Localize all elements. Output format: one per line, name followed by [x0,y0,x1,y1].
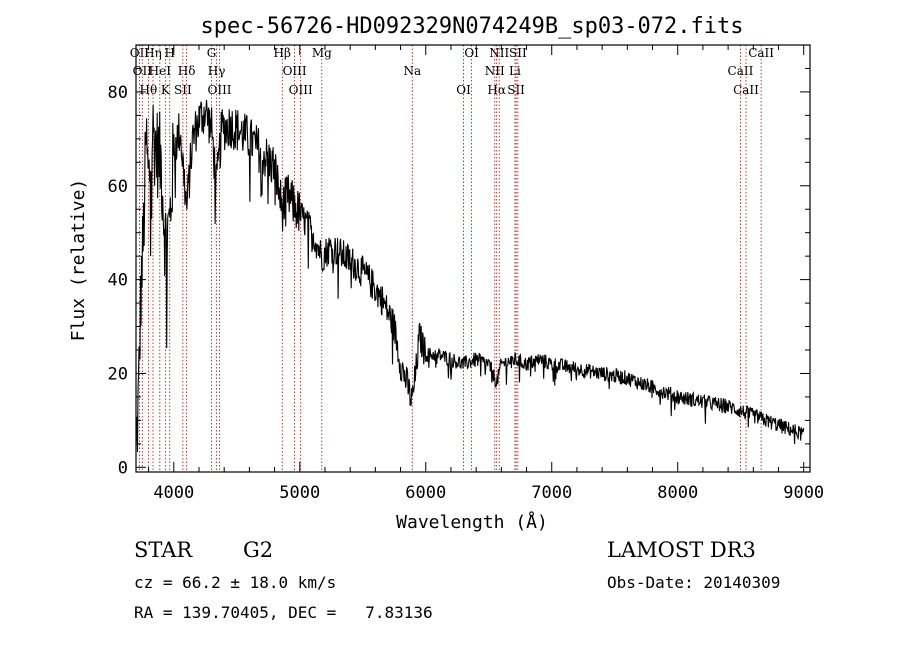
line-label: NII [489,46,509,60]
line-label: OI [464,46,479,60]
line-label: NII [485,64,505,78]
survey-name: LAMOST DR3 [607,538,756,562]
line-label: SII [509,46,527,60]
line-label: OIII [289,83,313,97]
plot-frame [135,44,811,473]
y-tick-label: 40 [108,271,128,291]
line-label: Hα [487,83,506,97]
redshift-cz: cz = 66.2 ± 18.0 km/s [134,573,337,592]
line-label: Hβ [274,46,291,60]
line-label: Hγ [208,64,226,78]
observation-date: Obs-Date: 20140309 [607,573,781,592]
y-tick-label: 0 [118,458,128,478]
line-label: Mg [312,46,332,60]
y-tick-label: 60 [108,177,128,197]
line-label: Li [509,64,521,78]
line-label: HeI [149,64,172,78]
line-label: SII [174,83,192,97]
line-label: Hη [144,46,162,60]
line-label: G [207,46,217,60]
line-label: H [165,46,175,60]
line-label: CaII [733,83,759,97]
line-label: CaII [728,64,754,78]
line-label: OII [133,64,153,78]
x-tick-label: 7000 [531,483,572,503]
line-label: CaII [748,46,774,60]
x-tick-label: 9000 [783,483,824,503]
coordinates: RA = 139.70405, DEC = 7.83136 [134,603,433,622]
x-tick-label: 6000 [405,483,446,503]
line-label: Na [403,64,421,78]
line-label: OI [456,83,471,97]
line-label: SII [507,83,525,97]
line-label: Hδ [178,64,196,78]
x-axis-label: Wavelength (Å) [396,511,548,533]
y-tick-label: 20 [108,364,128,384]
line-label: OII [130,46,150,60]
x-tick-label: 5000 [279,483,320,503]
chart-title: spec-56726-HD092329N074249B_sp03-072.fit… [200,14,743,39]
spectrum-line [135,99,805,453]
x-tick-label: 8000 [657,483,698,503]
x-tick-label: 4000 [153,483,194,503]
y-axis: 0 20 40 60 80 [108,44,810,478]
object-class: STAR [134,538,193,562]
line-label: K [161,83,171,97]
object-subclass: G2 [243,538,274,562]
y-tick-label: 80 [108,83,128,103]
x-axis: 4000 5000 6000 7000 8000 9000 [148,45,824,503]
line-label: Hθ [139,83,157,97]
emission-lines: OII OII Hθ Hη HeI K HHδ SII G Hγ OIII Hβ OIII OIII Mg N… [130,45,774,472]
y-axis-label: Flux (relative) [68,179,89,342]
line-label: OIII [283,64,307,78]
line-label: OIII [207,83,231,97]
